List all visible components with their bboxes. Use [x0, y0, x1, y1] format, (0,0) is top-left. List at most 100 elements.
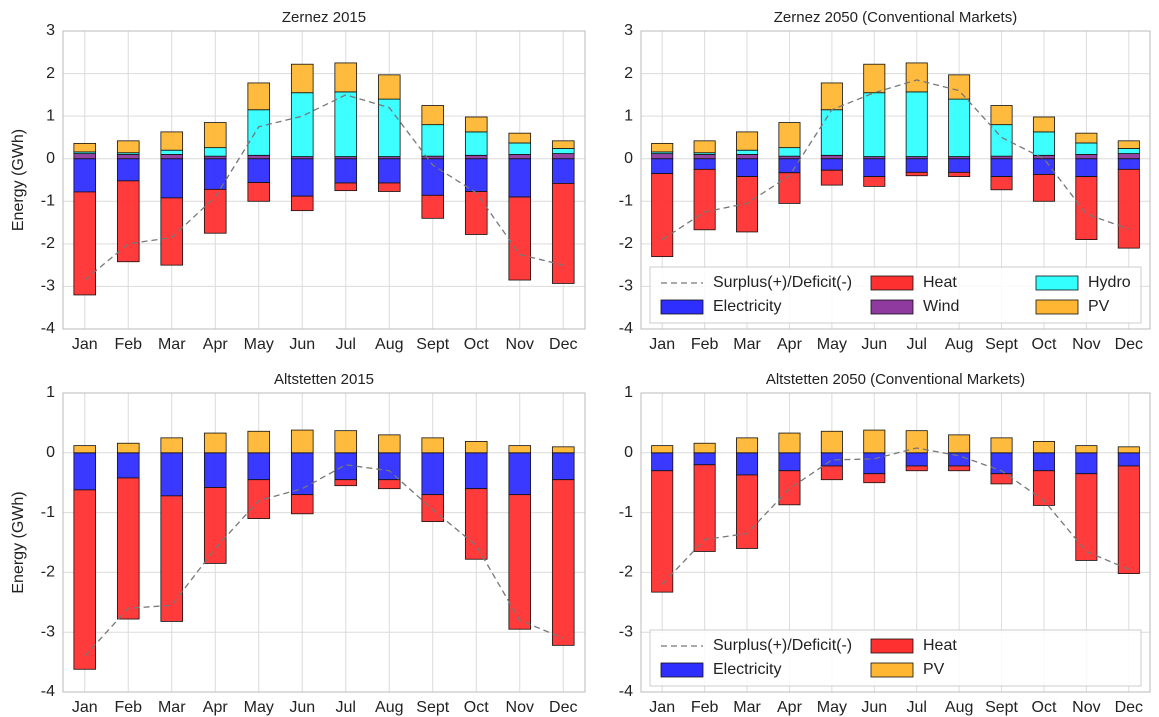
bar-segment — [990, 437, 1013, 454]
y-tick-label: 1 — [46, 384, 55, 401]
bar-segment — [1117, 153, 1140, 160]
x-tick-label: Dec — [549, 336, 577, 353]
legend-swatch — [870, 299, 914, 315]
bar-segment — [1075, 158, 1098, 177]
x-tick-label: Feb — [691, 699, 719, 716]
legend-label: Electricity — [713, 298, 781, 315]
bar-segment — [820, 82, 843, 111]
bar-segment — [863, 92, 886, 157]
bar-segment — [948, 465, 971, 472]
legend-label: Surplus(+)/Deficit(-) — [713, 637, 852, 654]
x-tick-label: Sept — [985, 699, 1018, 716]
bar-segment — [421, 124, 445, 157]
bar-segment — [421, 452, 445, 496]
y-axis-label: Energy (GWh) — [10, 491, 27, 593]
bar-segment — [116, 477, 140, 620]
bar-segment — [693, 158, 716, 170]
x-tick-label: Dec — [1115, 699, 1143, 716]
x-tick-label: Feb — [114, 699, 142, 716]
bar-segment — [203, 147, 227, 157]
bar-segment — [820, 109, 843, 156]
bar-segment — [334, 479, 358, 487]
bar-segment — [863, 158, 886, 177]
bar-segment — [778, 122, 801, 149]
bar-segment — [948, 158, 971, 173]
legend-label: Wind — [923, 298, 959, 315]
bar-segment — [508, 132, 532, 144]
legend-label: Hydro — [1088, 274, 1131, 291]
bar-segment — [990, 124, 1013, 157]
x-tick-label: Nov — [506, 336, 534, 353]
bar-segment — [160, 197, 184, 266]
subplot: Altstetten 2050 (Conventional Markets) -4… — [619, 371, 1151, 716]
bar-segment — [1075, 473, 1098, 561]
legend-swatch — [660, 299, 704, 315]
bar-segment — [905, 430, 928, 454]
bar-segment — [736, 474, 759, 549]
x-tick-label: Feb — [114, 336, 142, 353]
bar-segment — [948, 434, 971, 454]
bar-segment — [160, 452, 184, 497]
bar-segment — [1032, 174, 1055, 202]
bar-segment — [551, 148, 575, 155]
y-tick-label: -4 — [41, 320, 55, 337]
x-tick-label: Aug — [945, 336, 973, 353]
bar-segment — [736, 149, 759, 155]
subplot: Zernez 2050 (Conventional Markets) -4 -3 -2… — [619, 9, 1151, 353]
bar-segment — [820, 158, 843, 171]
bar-segment — [651, 452, 674, 472]
bar-segment — [778, 158, 801, 174]
x-tick-label: Apr — [777, 336, 803, 353]
bar-segment — [377, 158, 401, 184]
bar-segment — [1075, 154, 1098, 160]
bar-segment — [948, 452, 971, 467]
x-tick-label: Jul — [336, 699, 356, 716]
bar-segment — [290, 158, 314, 197]
bar-segment — [508, 196, 532, 281]
bar-segment — [508, 445, 532, 454]
bar-segment — [905, 171, 928, 177]
bar-segment — [247, 154, 271, 160]
y-axis-label: Energy (GWh) — [10, 129, 27, 231]
legend-label: Electricity — [713, 661, 781, 678]
bar-segment — [820, 430, 843, 454]
x-tick-label: Jun — [861, 699, 887, 716]
bar-segment — [160, 495, 184, 622]
x-tick-label: Jun — [861, 336, 887, 353]
bar-segment — [334, 158, 358, 184]
bar-segment — [551, 183, 575, 284]
bar-segment — [377, 434, 401, 454]
bar-segment — [693, 464, 716, 552]
bar-segment — [693, 452, 716, 466]
bar-segment — [863, 452, 886, 475]
surplus-line — [661, 447, 1130, 585]
bar-segment — [1032, 441, 1055, 454]
bar-segment — [1117, 148, 1140, 155]
bar-segment — [1075, 142, 1098, 155]
x-tick-label: Mar — [158, 336, 186, 353]
bar-segment — [508, 494, 532, 630]
bar-segment — [421, 105, 445, 126]
bar-segment — [464, 154, 488, 160]
x-tick-label: Sept — [416, 336, 449, 353]
bar-segment — [693, 140, 716, 154]
bar-segment — [948, 98, 971, 157]
bar-segment — [651, 158, 674, 175]
bar-segment — [116, 154, 140, 160]
legend-label: Heat — [923, 637, 957, 654]
bar-segment — [1032, 116, 1055, 133]
y-tick-label: 2 — [46, 65, 55, 82]
axes-frame — [640, 392, 1151, 693]
subplot: Altstetten 2015 Energy (GWh) -4 -3 -2 -1 0 1 Jan… — [10, 371, 586, 716]
x-tick-label: Apr — [203, 699, 229, 716]
legend-swatch — [870, 638, 914, 654]
x-tick-label: Jul — [906, 699, 926, 716]
x-tick-label: Dec — [1115, 336, 1143, 353]
x-tick-label: Nov — [1072, 699, 1100, 716]
bar-segment — [73, 191, 97, 296]
bar-segment — [736, 154, 759, 160]
bar-segment — [464, 441, 488, 454]
bar-segment — [905, 62, 928, 93]
bar-segment — [693, 168, 716, 231]
x-tick-label: Jan — [649, 336, 675, 353]
